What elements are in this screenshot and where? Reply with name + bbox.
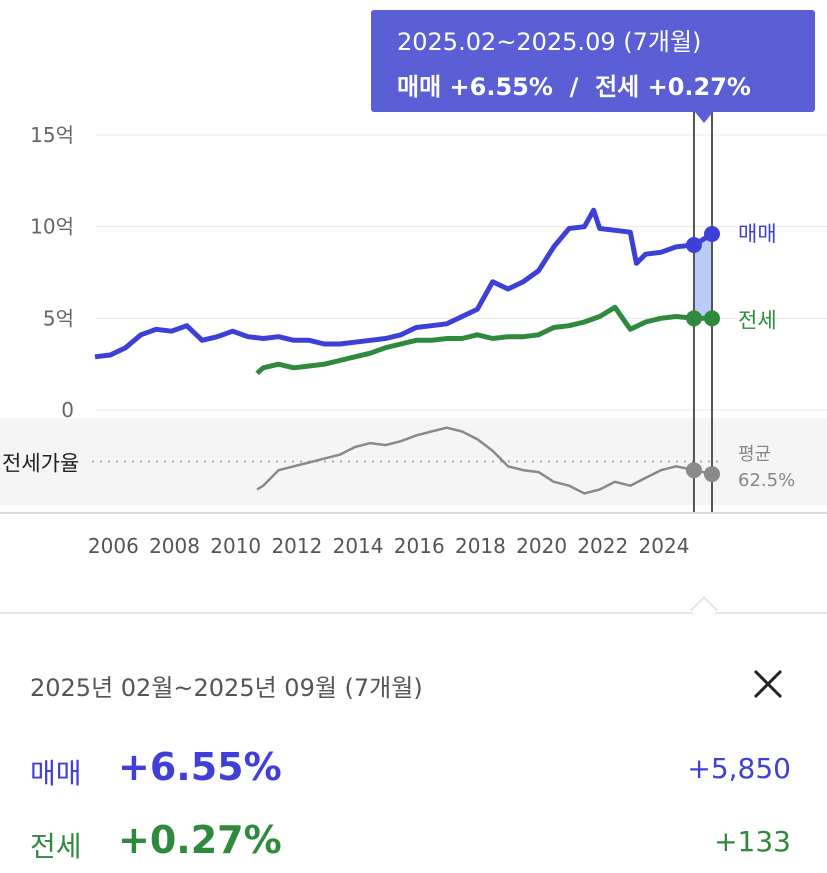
ratio-label: 전세가율 xyxy=(2,452,79,476)
jeonse-end-label: 전세 xyxy=(738,308,777,332)
jeonse-change-amount: +133 xyxy=(714,825,791,858)
panel-divider xyxy=(0,612,827,614)
tooltip-period: 2025.02~2025.09 (7개월) xyxy=(397,28,702,56)
x-tick-label: 2022 xyxy=(577,534,628,558)
ratio-end-marker xyxy=(704,466,720,483)
x-tick-label: 2020 xyxy=(516,534,567,558)
sale-line xyxy=(94,207,714,360)
close-button[interactable] xyxy=(748,664,788,704)
jeonse-line xyxy=(255,304,712,376)
panel-pointer xyxy=(689,595,719,625)
sale-end-label: 매매 xyxy=(738,222,777,246)
series-markers xyxy=(685,226,720,483)
x-tick-label: 2024 xyxy=(639,534,690,558)
ratio-average-value: 62.5% xyxy=(738,470,795,491)
y-tick-label: 5억 xyxy=(43,306,74,330)
x-tick-label: 2012 xyxy=(271,534,322,558)
ratio-panel: 전세가율 평균 62.5% xyxy=(0,418,827,514)
sale-change-amount: +5,850 xyxy=(687,752,791,785)
selection-fill xyxy=(693,234,712,319)
tooltip-pointer xyxy=(695,112,713,123)
ratio-start-marker xyxy=(685,462,702,479)
x-axis: 2006 2008 2010 2012 2014 2016 2018 2020 2022 2024 xyxy=(88,534,690,558)
jeonse-label: 전세 xyxy=(30,830,82,863)
tooltip-summary: 매매 +6.55% / 전세 +0.27% xyxy=(397,73,751,101)
jeonse-end-marker xyxy=(704,310,720,327)
x-tick-label: 2014 xyxy=(333,534,384,558)
chart-grid xyxy=(95,134,827,411)
jeonse-start-marker xyxy=(685,310,702,327)
sale-change-percent: +6.55% xyxy=(118,745,282,789)
range-tooltip: 2025.02~2025.09 (7개월) 매매 +6.55% / 전세 +0.… xyxy=(371,10,815,112)
x-tick-label: 2010 xyxy=(210,534,261,558)
sale-label: 매매 xyxy=(30,757,82,790)
x-tick-label: 2016 xyxy=(394,534,445,558)
series-lines xyxy=(94,207,714,495)
jeonse-change-percent: +0.27% xyxy=(118,818,282,862)
close-icon[interactable] xyxy=(748,664,788,704)
selected-period: 2025년 02월~2025년 09월 (7개월) xyxy=(30,674,423,702)
ratio-line xyxy=(256,426,713,495)
y-tick-label: 0 xyxy=(61,398,74,422)
y-tick-label: 10억 xyxy=(30,215,74,239)
sale-start-marker xyxy=(685,237,702,253)
y-axis: 15억 10억 5억 0 xyxy=(30,123,74,422)
sale-end-marker xyxy=(704,226,720,242)
x-tick-label: 2006 xyxy=(88,534,139,558)
ratio-average-label: 평균 xyxy=(738,444,771,465)
x-tick-label: 2008 xyxy=(149,534,200,558)
y-tick-label: 15억 xyxy=(30,123,74,147)
x-tick-label: 2018 xyxy=(455,534,506,558)
